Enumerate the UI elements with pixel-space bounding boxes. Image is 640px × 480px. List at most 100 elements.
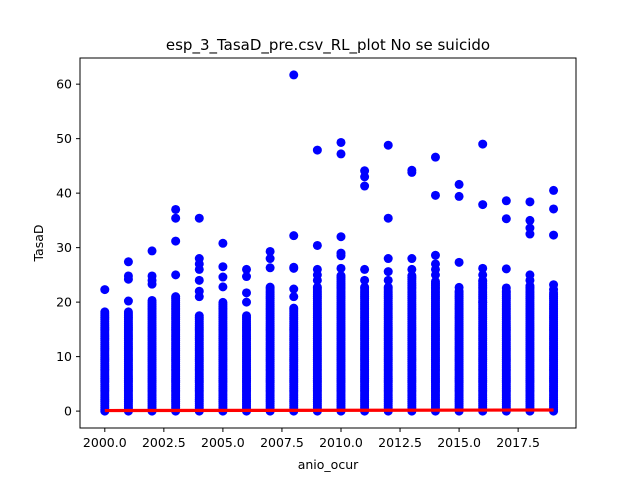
scatter-point (407, 254, 417, 264)
scatter-column-2008 (289, 303, 299, 416)
scatter-point (218, 262, 228, 272)
scatter-point (100, 285, 110, 295)
scatter-column-2013 (407, 271, 417, 416)
scatter-point (360, 264, 370, 274)
y-tick-label: 50 (56, 131, 72, 146)
scatter-point (171, 292, 181, 302)
scatter-point (147, 271, 157, 281)
scatter-point (525, 215, 535, 225)
y-tick-label: 40 (56, 186, 72, 201)
scatter-point (242, 264, 252, 274)
scatter-point (549, 280, 559, 290)
scatter-point (501, 283, 511, 293)
scatter-point (289, 231, 299, 241)
scatter-point (194, 254, 204, 264)
scatter-point (360, 181, 370, 191)
scatter-point (336, 271, 346, 281)
scatter-column-2014 (430, 276, 440, 416)
y-tick-label: 30 (56, 240, 72, 255)
scatter-point (383, 140, 393, 150)
regression-line (104, 408, 554, 413)
scatter-point (218, 272, 228, 282)
scatter-point (218, 297, 228, 307)
chart-title: esp_3_TasaD_pre.csv_RL_plot No se suicid… (166, 36, 490, 55)
scatter-point (265, 254, 275, 264)
scatter-point (289, 70, 299, 80)
x-axis-label: anio_ocur (298, 457, 359, 472)
x-tick-label: 2007.5 (260, 435, 304, 450)
scatter-point (289, 284, 299, 294)
x-axis: 2000.0 2002.5 2005.0 2007.5 2010.0 2012.5 2015… (83, 428, 540, 450)
scatter-point (430, 259, 440, 269)
scatter-point (430, 190, 440, 200)
scatter-point (383, 267, 393, 277)
scatter-point (478, 139, 488, 149)
scatter-point (549, 185, 559, 195)
scatter-point (312, 264, 322, 274)
x-tick-label: 2000.0 (83, 435, 127, 450)
scatter-point (289, 303, 299, 313)
scatter-point (336, 137, 346, 147)
scatter-point (336, 149, 346, 159)
scatter-column-2007 (265, 282, 275, 416)
scatter-point (478, 297, 488, 307)
scatter-point (336, 263, 346, 273)
scatter-point (336, 248, 346, 258)
scatter-point (171, 204, 181, 214)
y-axis-label: TasaD (31, 224, 46, 262)
scatter-point (171, 213, 181, 223)
scatter-point (501, 264, 511, 274)
scatter-point (171, 270, 181, 280)
scatter-point (265, 263, 275, 273)
scatter-column-2019 (549, 288, 559, 416)
scatter-point (312, 240, 322, 250)
scatter-point (454, 179, 464, 189)
scatter-outliers (100, 70, 559, 307)
scatter-column-2002 (147, 295, 157, 416)
scatter-point (336, 232, 346, 242)
scatter-column-2000 (100, 307, 110, 416)
scatter-point (289, 262, 299, 272)
scatter-column-2006 (242, 311, 252, 416)
scatter-point (383, 213, 393, 223)
scatter-point (194, 311, 204, 321)
scatter-point (100, 307, 110, 317)
scatter-point (194, 275, 204, 285)
scatter-point (549, 230, 559, 240)
x-tick-label: 2002.5 (142, 435, 186, 450)
scatter-point (242, 297, 252, 307)
scatter-point (525, 270, 535, 280)
scatter-column-2001 (123, 307, 133, 416)
scatter-point (454, 282, 464, 292)
scatter-point (123, 296, 133, 306)
scatter-point (407, 165, 417, 175)
scatter-point (194, 286, 204, 296)
scatter-point (478, 270, 488, 280)
scatter-point (360, 275, 370, 285)
scatter-column-2012 (383, 282, 393, 416)
scatter-point (265, 282, 275, 292)
scatter-point (478, 263, 488, 273)
scatter-column-2015 (454, 288, 464, 416)
y-tick-label: 0 (64, 404, 72, 419)
scatter-point (242, 288, 252, 298)
x-tick-label: 2010.0 (319, 435, 363, 450)
scatter-point (147, 295, 157, 305)
scatter-column-2017 (501, 288, 511, 416)
scatter-point (383, 275, 393, 285)
scatter-point (312, 282, 322, 292)
scatter-point (454, 257, 464, 267)
scatter-point (383, 254, 393, 264)
scatter-point (454, 191, 464, 201)
scatter-column-2003 (171, 292, 181, 416)
scatter-column-2018 (525, 282, 535, 416)
scatter-point (218, 282, 228, 292)
scatter-column-2011 (360, 282, 370, 416)
scatter-point (194, 213, 204, 223)
scatter-column-2009 (312, 282, 322, 416)
scatter-point (242, 272, 252, 282)
scatter-point (218, 238, 228, 248)
y-axis: 0 10 20 30 40 50 60 (56, 77, 80, 419)
scatter-point (171, 236, 181, 246)
